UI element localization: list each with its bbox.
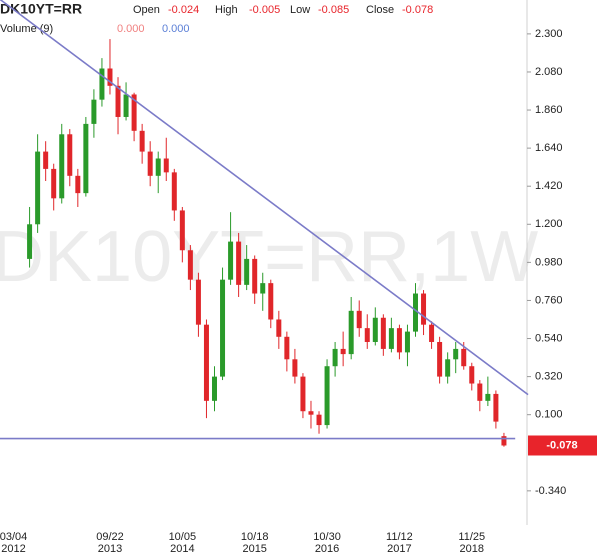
candle-body <box>260 283 266 294</box>
candle-body <box>139 130 145 152</box>
candle-body <box>75 175 81 194</box>
candle-body <box>155 158 161 176</box>
y-tick-label: 1.640 <box>535 142 563 154</box>
candle-body <box>171 172 177 211</box>
candle-body <box>163 158 169 173</box>
candle-body <box>131 94 137 131</box>
candle-body <box>413 293 418 332</box>
ohlc-label: High <box>215 4 238 16</box>
candle-body <box>332 348 338 367</box>
ohlc-value: -0.085 <box>318 4 349 16</box>
x-tick-label: 11/12 2017 <box>386 531 413 555</box>
candle-body <box>195 279 201 325</box>
candle-body <box>388 328 394 349</box>
candle-body <box>220 279 226 377</box>
y-tick-label: 0.760 <box>535 294 563 306</box>
y-tick-label: 0.980 <box>535 256 563 268</box>
candle-body <box>421 293 427 325</box>
candle-body <box>115 85 121 117</box>
candle-body <box>268 283 274 320</box>
candle-body <box>469 366 475 384</box>
candle-body <box>236 241 242 285</box>
y-tick-label: -0.340 <box>535 485 566 497</box>
candle-body <box>485 393 491 401</box>
candle-body <box>356 310 362 329</box>
ohlc-value: -0.078 <box>402 4 433 16</box>
y-tick-label: 2.080 <box>535 66 563 78</box>
candle-body <box>99 68 105 100</box>
candle-body <box>308 411 314 415</box>
candle-body <box>348 310 354 355</box>
candle-body <box>91 99 97 124</box>
y-tick-label: 0.320 <box>535 371 563 383</box>
candle-body <box>147 151 153 176</box>
candle-body <box>501 436 507 446</box>
candle-body <box>83 123 89 194</box>
volume-value: 0.000 <box>117 23 145 35</box>
candle-body <box>380 317 386 349</box>
x-tick-label: 09/22 2013 <box>96 531 124 555</box>
candle-body <box>477 383 483 401</box>
candle-body <box>300 376 306 412</box>
candle-body <box>252 258 258 294</box>
symbol-title: DK10YT=RR <box>0 1 82 17</box>
candle-body <box>228 241 234 280</box>
candle-body <box>292 359 298 377</box>
y-tick-label: 2.300 <box>535 28 563 40</box>
ohlc-label: Close <box>366 4 394 16</box>
ohlc-label: Open <box>133 4 160 16</box>
volume-label: Volume (9) <box>0 23 53 35</box>
price-label-box <box>528 435 597 456</box>
candle-body <box>244 258 250 285</box>
x-tick-label: 11/25 2018 <box>458 531 485 555</box>
volume-value: 0.000 <box>162 23 190 35</box>
x-tick-label: 10/30 2016 <box>313 531 341 555</box>
x-tick-label: 03/04 2012 <box>0 531 27 555</box>
candle-body <box>27 224 33 259</box>
price-label: -0.078 <box>546 439 577 451</box>
candle-body <box>203 324 209 401</box>
candle-body <box>493 393 499 422</box>
candle-body <box>212 376 217 401</box>
ohlc-label: Low <box>290 4 310 16</box>
trend-line <box>0 0 529 396</box>
candle-body <box>340 348 346 355</box>
candle-body <box>179 210 185 251</box>
ohlc-value: -0.005 <box>249 4 280 16</box>
candle-body <box>43 151 49 169</box>
candle-body <box>404 331 410 353</box>
candle-body <box>364 328 370 342</box>
candle-body <box>123 94 129 117</box>
candle-body <box>429 324 435 342</box>
candle-body <box>284 336 290 360</box>
candle-body <box>187 250 193 280</box>
candle-body <box>316 414 322 426</box>
candle-body <box>461 348 467 367</box>
y-tick-label: 0.100 <box>535 409 563 421</box>
y-tick-label: 1.420 <box>535 180 563 192</box>
candle-body <box>67 134 73 176</box>
y-tick-label: 0.540 <box>535 332 563 344</box>
y-tick-label: 1.200 <box>535 218 563 230</box>
candle-body <box>324 366 330 426</box>
candle-body <box>51 168 57 199</box>
candle-body <box>396 328 402 353</box>
candle-body <box>276 319 282 337</box>
candle-body <box>35 151 41 225</box>
candle-body <box>453 348 459 360</box>
candle-body <box>437 341 443 377</box>
x-tick-label: 10/05 2014 <box>169 531 197 555</box>
y-tick-label: 1.860 <box>535 104 563 116</box>
candle-body <box>445 359 451 377</box>
x-tick-label: 10/18 2015 <box>241 531 269 555</box>
candle-body <box>59 134 65 199</box>
candle-body <box>107 68 113 86</box>
candle-body <box>372 317 378 342</box>
ohlc-value: -0.024 <box>168 4 199 16</box>
